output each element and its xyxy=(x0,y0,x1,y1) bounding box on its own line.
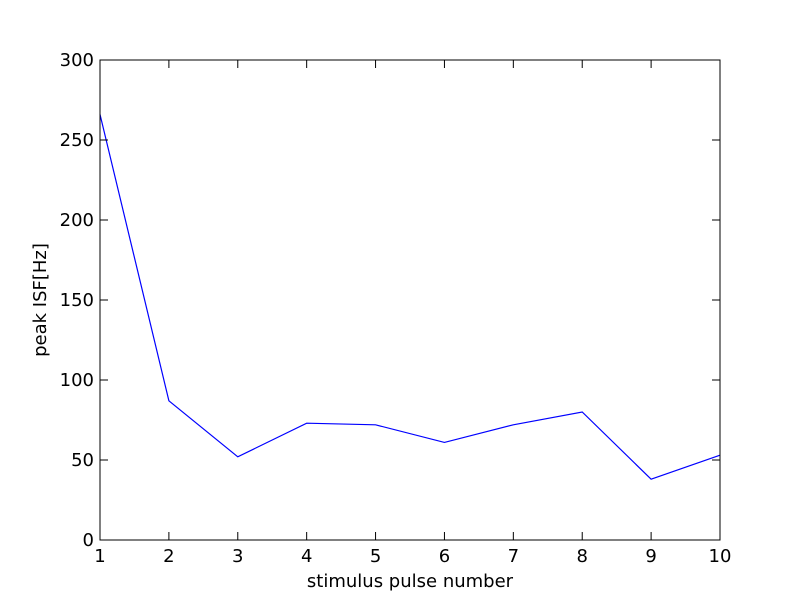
y-tick-label: 250 xyxy=(60,130,94,151)
plot-frame xyxy=(99,59,721,541)
y-tick-label: 0 xyxy=(83,530,94,551)
y-tick-label: 200 xyxy=(60,210,94,231)
x-tick-label: 1 xyxy=(94,546,105,567)
y-axis-title: peak ISF[Hz] xyxy=(30,243,51,357)
series-layer xyxy=(99,114,721,480)
x-tick-label: 5 xyxy=(370,546,381,567)
x-tick-label: 4 xyxy=(301,546,312,567)
x-tick-label: 3 xyxy=(232,546,243,567)
x-tick-label: 10 xyxy=(709,546,732,567)
x-tick-label: 7 xyxy=(508,546,519,567)
x-tick-label: 9 xyxy=(645,546,656,567)
x-tick-label: 8 xyxy=(576,546,587,567)
plot-area xyxy=(100,60,720,540)
y-tick-label: 50 xyxy=(71,450,94,471)
series-line-0 xyxy=(99,114,721,480)
x-axis-title: stimulus pulse number xyxy=(307,571,514,592)
y-tick-label: 100 xyxy=(60,370,94,391)
x-tick-label: 6 xyxy=(439,546,450,567)
y-tick-label: 300 xyxy=(60,50,94,71)
x-tick-label: 2 xyxy=(163,546,174,567)
y-tick-label: 150 xyxy=(60,290,94,311)
